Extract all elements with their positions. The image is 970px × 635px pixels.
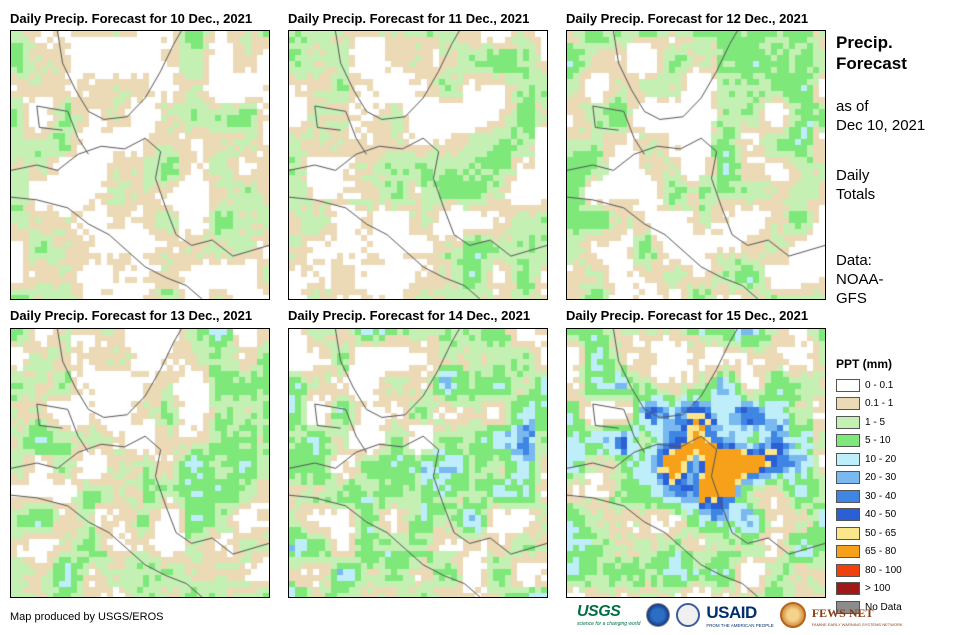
sidebar-title: Precip. Forecast — [836, 32, 907, 74]
sidebar-daily-line1: Daily — [836, 167, 870, 184]
legend-title: PPT (mm) — [836, 357, 893, 371]
legend-label: No Data — [865, 601, 902, 613]
legend-swatch — [836, 508, 860, 522]
sidebar-title-line2: Forecast — [836, 54, 907, 73]
panel-title-5: Daily Precip. Forecast for 14 Dec., 2021 — [288, 308, 531, 323]
usaid-logo-text: USAID — [706, 602, 757, 622]
legend-swatch — [836, 600, 860, 614]
legend-label: 10 - 20 — [865, 453, 897, 465]
sidebar-daily-line2: Totals — [836, 186, 876, 203]
usgs-tagline: science for a changing world — [577, 621, 641, 627]
legend-item: 0.1 - 1 — [836, 395, 902, 414]
sidebar-data-line2: NOAA- — [836, 271, 884, 288]
legend-swatch — [836, 582, 860, 596]
legend-label: 20 - 30 — [865, 472, 897, 484]
sidebar-asof: as of Dec 10, 2021 — [836, 97, 925, 135]
legend-label: 40 - 50 — [865, 509, 897, 521]
legend-item: 40 - 50 — [836, 506, 902, 525]
map-panel-6 — [566, 328, 826, 598]
panel-title-4: Daily Precip. Forecast for 13 Dec., 2021 — [10, 308, 253, 323]
legend-swatch — [836, 397, 860, 411]
legend-item: 80 - 100 — [836, 561, 902, 580]
legend-label: > 100 — [865, 583, 891, 595]
map-panel-2 — [288, 30, 548, 300]
legend-label: 50 - 65 — [865, 527, 897, 539]
panel-title-6: Daily Precip. Forecast for 15 Dec., 2021 — [566, 308, 809, 323]
legend-swatch — [836, 415, 860, 429]
legend: PPT (mm) 0 - 0.1 0.1 - 1 1 - 5 5 - 10 10 - 2… — [836, 357, 902, 617]
legend-label: 1 - 5 — [865, 416, 886, 428]
legend-item: 10 - 20 — [836, 450, 902, 469]
credit-text: Map produced by USGS/EROS — [10, 611, 164, 623]
legend-swatch — [836, 526, 860, 540]
fews-net-emblem-icon — [779, 602, 806, 628]
map-panel-5 — [288, 328, 548, 598]
sidebar-asof-line1: as of — [836, 98, 869, 115]
usgs-logo-text: USGS — [577, 603, 621, 620]
sidebar-asof-line2: Dec 10, 2021 — [836, 117, 926, 134]
usgs-logo: USGS science for a changing world — [577, 603, 640, 627]
fews-net-logo-text: FEWS NET — [811, 605, 874, 620]
legend-label: 0.1 - 1 — [865, 398, 894, 410]
legend-label: 0 - 0.1 — [865, 379, 894, 391]
legend-item: > 100 — [836, 580, 902, 599]
legend-label: 65 - 80 — [865, 546, 897, 558]
legend-item: 20 - 30 — [836, 469, 902, 488]
usaid-logo: USAID FROM THE AMERICAN PEOPLE — [706, 603, 773, 628]
usaid-tagline: FROM THE AMERICAN PEOPLE — [706, 622, 774, 628]
fews-net-logo: FEWS NET FAMINE EARLY WARNING SYSTEMS NE… — [812, 604, 903, 627]
sidebar-data-line1: Data: — [836, 252, 872, 269]
panel-title-2: Daily Precip. Forecast for 11 Dec., 2021 — [288, 11, 530, 26]
sidebar-data-source: Data: NOAA- GFS — [836, 251, 884, 308]
legend-item: 30 - 40 — [836, 487, 902, 506]
sidebar-daily: Daily Totals — [836, 166, 875, 204]
legend-label: 80 - 100 — [865, 564, 902, 576]
legend-item: No Data — [836, 598, 902, 617]
panel-title-3: Daily Precip. Forecast for 12 Dec., 2021 — [566, 11, 809, 26]
legend-swatch — [836, 434, 860, 448]
legend-rows: 0 - 0.1 0.1 - 1 1 - 5 5 - 10 10 - 20 20 - 30 3… — [836, 376, 902, 617]
noaa-logo-icon — [646, 603, 671, 627]
fews-net-tagline: FAMINE EARLY WARNING SYSTEMS NETWORK — [811, 621, 903, 627]
legend-swatch — [836, 545, 860, 559]
legend-item: 1 - 5 — [836, 413, 902, 432]
legend-label: 5 - 10 — [865, 435, 891, 447]
map-panel-3 — [566, 30, 826, 300]
nasa-seal-icon — [676, 603, 701, 627]
legend-item: 50 - 65 — [836, 524, 902, 543]
sidebar-data-line3: GFS — [836, 290, 867, 307]
legend-item: 5 - 10 — [836, 432, 902, 451]
map-panel-1 — [10, 30, 270, 300]
map-panel-4 — [10, 328, 270, 598]
logo-strip: USGS science for a changing world USAID … — [577, 600, 903, 630]
legend-item: 0 - 0.1 — [836, 376, 902, 395]
legend-swatch — [836, 489, 860, 503]
legend-item: 65 - 80 — [836, 543, 902, 562]
legend-swatch — [836, 378, 860, 392]
legend-label: 30 - 40 — [865, 490, 897, 502]
sidebar-title-line1: Precip. — [836, 33, 893, 52]
legend-swatch — [836, 452, 860, 466]
legend-swatch — [836, 563, 860, 577]
legend-swatch — [836, 471, 860, 485]
panel-title-1: Daily Precip. Forecast for 10 Dec., 2021 — [10, 11, 253, 26]
